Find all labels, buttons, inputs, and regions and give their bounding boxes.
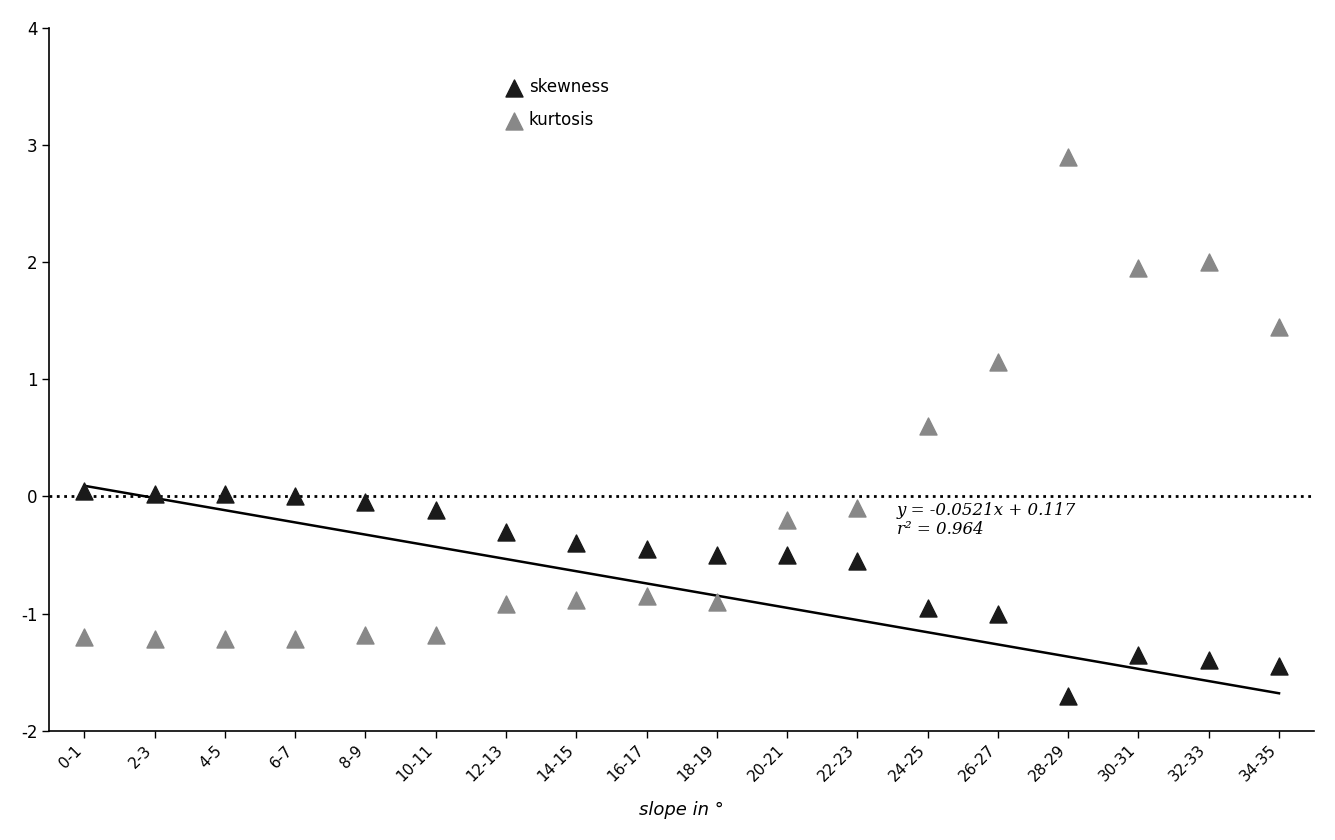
- skewness: [917, 601, 939, 614]
- kurtosis: [1128, 261, 1149, 275]
- skewness: [566, 537, 587, 550]
- skewness: [987, 606, 1008, 620]
- skewness: [1268, 659, 1290, 673]
- kurtosis: [355, 628, 376, 642]
- kurtosis: [846, 501, 868, 515]
- skewness: [214, 487, 235, 501]
- kurtosis: [73, 630, 95, 643]
- kurtosis: [214, 633, 235, 646]
- kurtosis: [987, 355, 1008, 369]
- kurtosis: [1057, 150, 1079, 164]
- Text: y = -0.0521x + 0.117
r² = 0.964: y = -0.0521x + 0.117 r² = 0.964: [897, 501, 1076, 538]
- skewness: [706, 549, 728, 562]
- kurtosis: [495, 597, 517, 611]
- kurtosis: [635, 590, 657, 603]
- skewness: [425, 504, 446, 517]
- skewness: [284, 490, 306, 503]
- kurtosis: [144, 633, 166, 646]
- skewness: [1128, 648, 1149, 661]
- skewness: [635, 543, 657, 556]
- X-axis label: slope in °: slope in °: [639, 801, 724, 819]
- kurtosis: [425, 628, 446, 642]
- kurtosis: [917, 419, 939, 433]
- skewness: [777, 549, 798, 562]
- kurtosis: [1268, 320, 1290, 333]
- kurtosis: [566, 593, 587, 606]
- skewness: [1197, 654, 1219, 667]
- skewness: [355, 496, 376, 509]
- kurtosis: [706, 595, 728, 608]
- skewness: [846, 554, 868, 568]
- kurtosis: [1197, 255, 1219, 269]
- skewness: [1057, 689, 1079, 702]
- skewness: [73, 484, 95, 497]
- skewness: [495, 525, 517, 538]
- kurtosis: [777, 513, 798, 527]
- Legend: skewness, kurtosis: skewness, kurtosis: [501, 71, 615, 135]
- kurtosis: [284, 633, 306, 646]
- skewness: [144, 487, 166, 501]
